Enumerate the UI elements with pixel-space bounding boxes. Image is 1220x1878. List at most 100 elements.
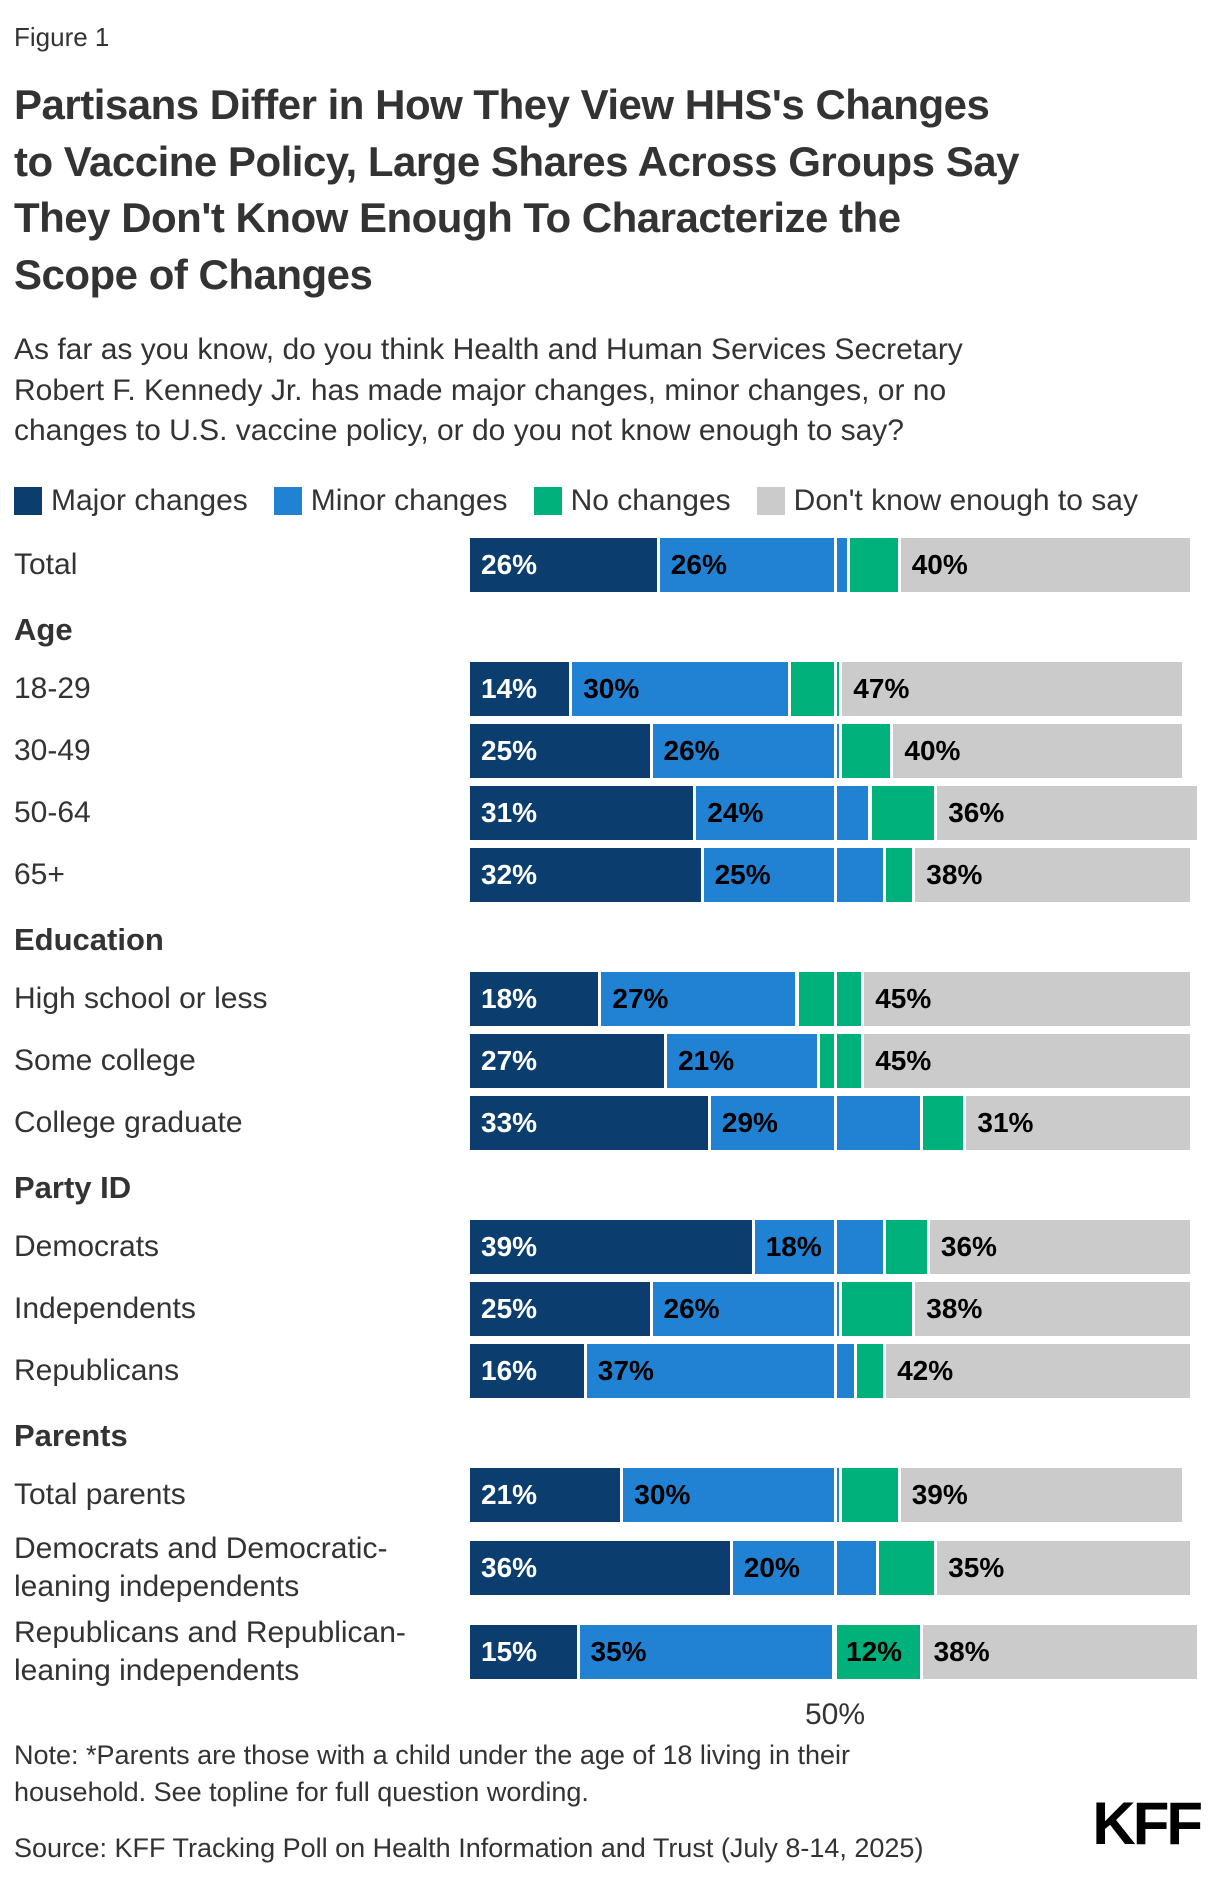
bar-segment-dk: 36% <box>929 1220 1190 1275</box>
gridline-50pct <box>834 1625 837 1680</box>
legend-item-minor: Minor changes <box>273 484 508 518</box>
bar-track: 21% 30% 39% <box>470 1468 1200 1523</box>
bar-track: 36% 20% 35% <box>470 1541 1200 1596</box>
row-label: Democrats and Democratic-leaning indepen… <box>14 1532 388 1604</box>
bar-segment-major: 25% <box>470 1282 650 1337</box>
bar-segment-dk: 38% <box>922 1625 1197 1680</box>
row-label: 18-29 <box>14 672 91 706</box>
bar-value-label: 16% <box>481 1355 538 1387</box>
bar-value-label: 31% <box>977 1107 1034 1139</box>
bar-segment-dk: 39% <box>900 1468 1183 1523</box>
bar-value-label: 33% <box>481 1107 538 1139</box>
bar-segment-dk: 42% <box>886 1344 1190 1399</box>
bar-value-label: 21% <box>678 1045 735 1077</box>
bar-segment-dk: 40% <box>900 538 1190 593</box>
bar-segment-dk: 47% <box>842 662 1183 717</box>
bar-segment-none <box>791 662 840 717</box>
gridline-50pct <box>834 662 837 717</box>
bar-value-label: 26% <box>663 1293 720 1325</box>
bar-segment-dk: 40% <box>893 724 1183 779</box>
bar-segment-minor: 20% <box>732 1541 876 1596</box>
bar-segment-none <box>878 1541 935 1596</box>
bar-segment-none <box>820 1034 862 1089</box>
bar-segment-major: 26% <box>470 538 657 593</box>
bar-segment-major: 18% <box>470 972 599 1027</box>
row-label: Republicans <box>14 1354 180 1388</box>
gridline-50pct <box>834 1096 837 1151</box>
bar-segment-major: 27% <box>470 1034 665 1089</box>
axis-tick-label-50: 50% <box>804 1698 866 1732</box>
bar-segment-major: 33% <box>470 1096 708 1151</box>
footer: Note: *Parents are those with a child un… <box>14 1737 1206 1865</box>
bar-row: Some college 27% 21% 45% <box>14 1034 1206 1089</box>
bar-segment-none <box>842 1282 913 1337</box>
bar-track: 31% 24% 36% <box>470 786 1200 841</box>
bar-segment-minor: 29% <box>710 1096 920 1151</box>
bar-segment-minor: 18% <box>754 1220 884 1275</box>
bar-value-label: 25% <box>714 859 771 891</box>
bar-value-label: 20% <box>743 1552 800 1584</box>
legend-label-minor: Minor changes <box>310 484 508 518</box>
bar-row: Total 26% 26% 40% <box>14 538 1206 593</box>
bar-segment-major: 36% <box>470 1541 730 1596</box>
legend-swatch-dk <box>756 487 785 516</box>
bar-value-label: 26% <box>481 549 538 581</box>
bar-value-label: 26% <box>670 549 727 581</box>
legend-label-major: Major changes <box>51 484 248 518</box>
row-label: College graduate <box>14 1106 243 1140</box>
bar-row: Republicans 16% 37% 42% <box>14 1344 1206 1399</box>
bar-value-label: 45% <box>875 983 932 1015</box>
bar-segment-none <box>922 1096 964 1151</box>
bar-segment-minor: 24% <box>696 786 869 841</box>
bar-value-label: 40% <box>911 549 968 581</box>
bar-row: Democrats and Democratic-leaning indepen… <box>14 1530 1206 1606</box>
bar-row: 18-29 14% 30% 47% <box>14 662 1206 717</box>
bar-row: College graduate 33% 29% 31% <box>14 1096 1206 1151</box>
gridline-50pct <box>834 1468 837 1523</box>
gridline-50pct <box>834 1220 837 1275</box>
bar-track: 16% 37% 42% <box>470 1344 1200 1399</box>
bar-value-label: 14% <box>481 673 538 705</box>
figure-label: Figure 1 <box>14 22 110 52</box>
bar-segment-minor: 30% <box>572 662 789 717</box>
row-label: Some college <box>14 1044 196 1078</box>
bar-value-label: 38% <box>926 1293 983 1325</box>
bar-row: Democrats 39% 18% 36% <box>14 1220 1206 1275</box>
legend: Major changes Minor changes No changes Don'… <box>14 484 1206 518</box>
bar-segment-dk: 45% <box>864 1034 1190 1089</box>
bar-value-label: 18% <box>481 983 538 1015</box>
footnote: Note: *Parents are those with a child un… <box>14 1739 850 1807</box>
source-line: Source: KFF Tracking Poll on Health Info… <box>14 1833 924 1863</box>
row-label: Independents <box>14 1292 196 1326</box>
stacked-bar-chart: Total 26% 26% 40% Age 18-29 14% 30% 47% 30-49 25% 2… <box>14 538 1206 1690</box>
gridline-50pct <box>834 786 837 841</box>
bar-segment-none <box>798 972 862 1027</box>
bar-row: High school or less 18% 27% 45% <box>14 972 1206 1027</box>
bar-track: 39% 18% 36% <box>470 1220 1200 1275</box>
legend-item-dk: Don't know enough to say <box>756 484 1138 518</box>
bar-segment-none <box>886 1220 927 1275</box>
bar-value-label: 39% <box>481 1231 538 1263</box>
bar-value-label: 40% <box>904 735 961 767</box>
bar-value-label: 29% <box>721 1107 778 1139</box>
gridline-50pct <box>834 1541 837 1596</box>
bar-value-label: 18% <box>765 1231 822 1263</box>
bar-row: 50-64 31% 24% 36% <box>14 786 1206 841</box>
chart-title: Partisans Differ in How They View HHS's … <box>14 81 1019 299</box>
bar-segment-dk: 38% <box>915 848 1190 903</box>
row-label: High school or less <box>14 982 268 1016</box>
bar-value-label: 39% <box>911 1479 968 1511</box>
bar-segment-minor: 26% <box>659 538 847 593</box>
bar-value-label: 12% <box>846 1636 903 1668</box>
bar-segment-major: 16% <box>470 1344 584 1399</box>
bar-segment-major: 15% <box>470 1625 577 1680</box>
bar-segment-none <box>849 538 898 593</box>
bar-value-label: 38% <box>933 1636 990 1668</box>
bar-value-label: 27% <box>612 983 669 1015</box>
bar-track: 25% 26% 40% <box>470 724 1200 779</box>
bar-row: 65+ 32% 25% 38% <box>14 848 1206 903</box>
bar-value-label: 47% <box>853 673 910 705</box>
bar-value-label: 15% <box>481 1636 538 1668</box>
bar-segment-minor: 25% <box>703 848 884 903</box>
section-header: Age <box>14 612 73 648</box>
